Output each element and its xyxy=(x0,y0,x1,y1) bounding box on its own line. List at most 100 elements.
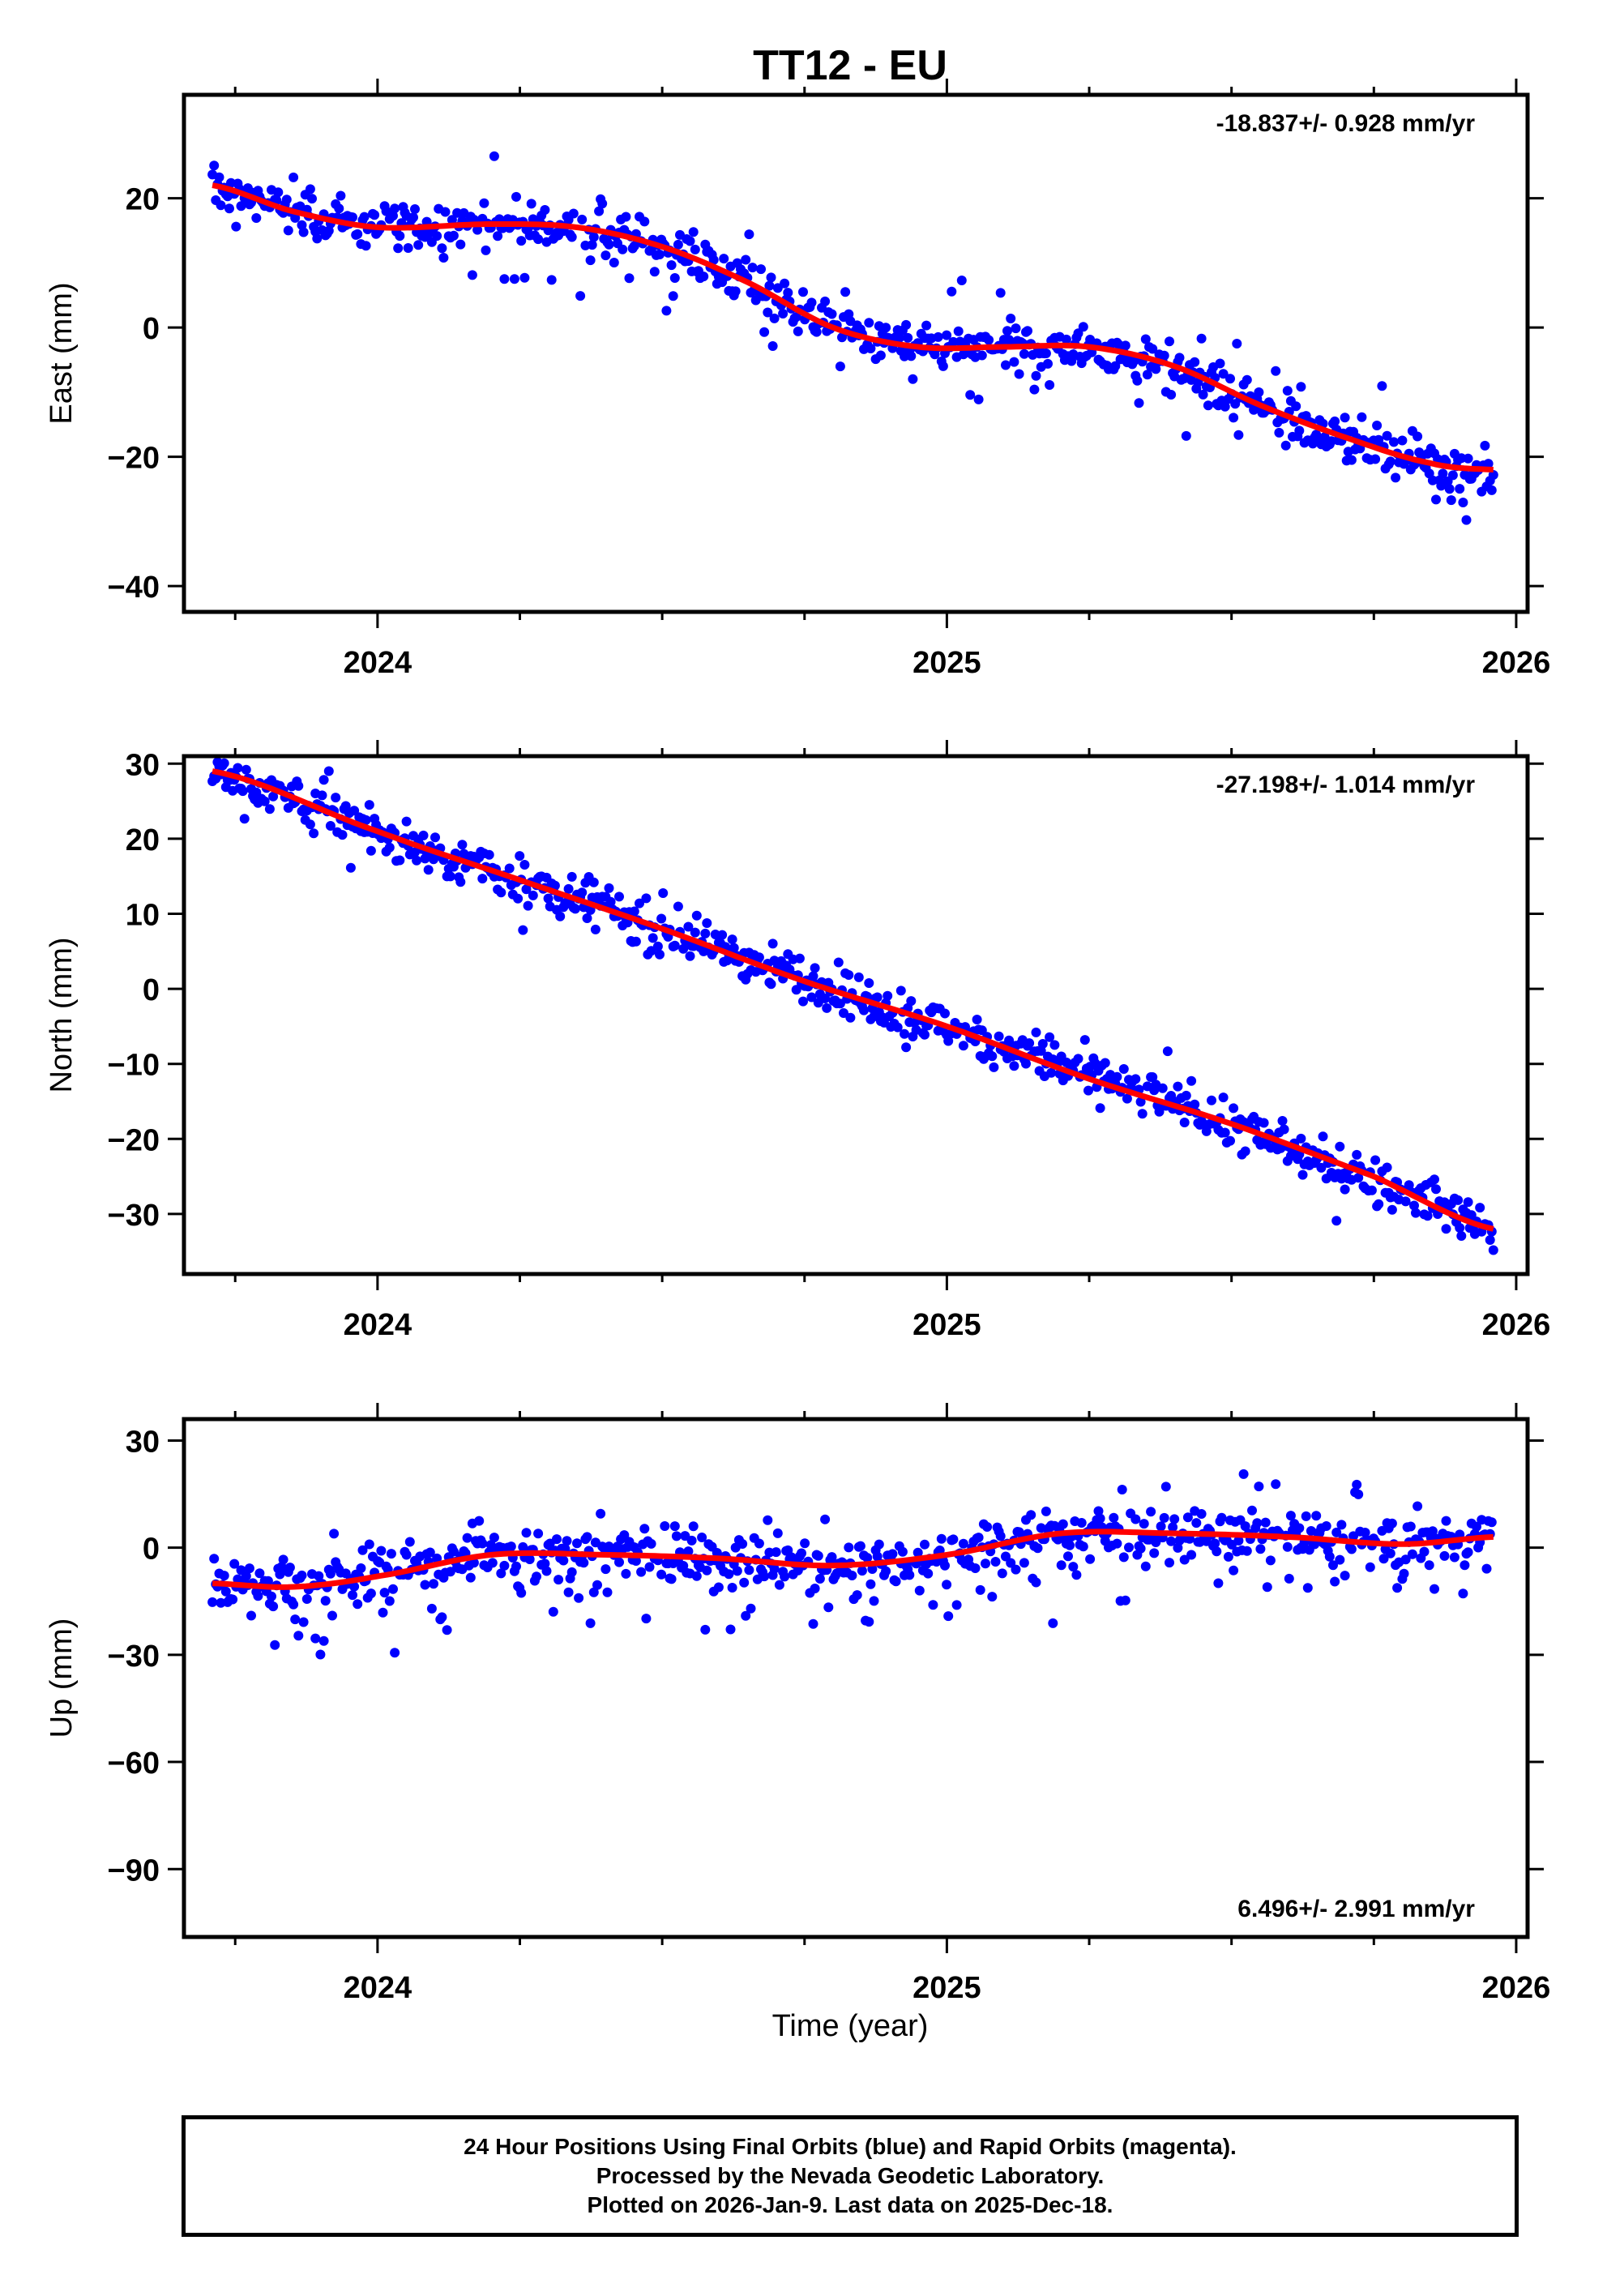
data-point xyxy=(241,764,251,775)
data-point xyxy=(855,1541,865,1551)
data-point xyxy=(1455,1223,1465,1233)
data-point xyxy=(669,940,680,951)
data-point xyxy=(379,1588,390,1598)
data-point xyxy=(1372,421,1383,430)
data-point xyxy=(388,1584,398,1594)
data-point xyxy=(646,1538,656,1549)
data-point xyxy=(597,199,608,209)
data-point xyxy=(1043,358,1053,369)
data-point xyxy=(290,1614,301,1625)
data-point xyxy=(1324,1551,1335,1562)
data-point xyxy=(673,901,683,912)
velocity-label: -27.198+/- 1.014 mm/yr xyxy=(1216,772,1476,798)
data-point xyxy=(336,190,346,201)
data-point xyxy=(228,1594,238,1605)
data-point xyxy=(307,194,317,204)
data-point xyxy=(630,1556,641,1566)
data-point xyxy=(1365,1562,1375,1572)
data-point xyxy=(540,205,550,215)
data-point xyxy=(1212,1546,1222,1557)
y-tick-label: 0 xyxy=(143,312,160,346)
data-point xyxy=(895,986,906,996)
data-point xyxy=(496,1568,506,1579)
data-point xyxy=(1409,1200,1419,1211)
velocity-label: -18.837+/- 0.928 mm/yr xyxy=(1216,110,1476,137)
data-point xyxy=(845,1012,856,1023)
data-point xyxy=(1387,1518,1397,1529)
data-point xyxy=(447,215,457,225)
data-point xyxy=(1058,1519,1068,1529)
data-point xyxy=(579,1558,589,1568)
data-point xyxy=(1330,416,1340,426)
data-point xyxy=(329,1529,340,1539)
data-point xyxy=(365,1588,376,1599)
data-point xyxy=(1247,1505,1257,1516)
data-point xyxy=(273,187,284,198)
data-point xyxy=(655,949,665,960)
data-point xyxy=(1169,1514,1180,1524)
data-point xyxy=(619,1530,630,1541)
data-point xyxy=(739,1577,750,1588)
data-point xyxy=(413,240,424,250)
data-point xyxy=(288,1599,299,1610)
data-point xyxy=(686,1535,697,1546)
data-point xyxy=(1271,1479,1281,1490)
data-point xyxy=(920,1539,930,1550)
data-point xyxy=(1456,1231,1467,1241)
data-point xyxy=(862,1553,873,1563)
data-point xyxy=(448,230,459,241)
data-point xyxy=(940,1008,950,1019)
data-point xyxy=(440,207,451,217)
data-point xyxy=(1037,1039,1048,1049)
data-point xyxy=(767,341,778,351)
data-point xyxy=(881,1566,891,1576)
data-point xyxy=(1095,1103,1105,1114)
data-point xyxy=(970,1563,981,1573)
data-point xyxy=(1260,1517,1271,1528)
data-point xyxy=(813,1550,823,1561)
y-tick-label: −20 xyxy=(108,1123,160,1157)
y-axis-label: North (mm) xyxy=(45,937,79,1092)
data-point xyxy=(575,291,586,301)
data-point xyxy=(420,1580,430,1590)
data-point xyxy=(904,1570,915,1580)
data-point xyxy=(725,1624,736,1635)
data-point xyxy=(1463,1197,1473,1208)
data-point xyxy=(727,1583,737,1593)
data-point xyxy=(859,1005,869,1015)
data-point xyxy=(1186,1550,1197,1560)
data-point xyxy=(1045,380,1055,390)
data-point xyxy=(649,267,660,277)
data-point xyxy=(901,1042,912,1053)
data-point xyxy=(1118,1064,1129,1074)
data-point xyxy=(1360,1528,1370,1537)
data-point xyxy=(1449,1552,1460,1563)
data-point xyxy=(602,1587,613,1597)
data-point xyxy=(872,1551,883,1562)
data-point xyxy=(614,891,624,902)
data-point xyxy=(1285,1511,1296,1521)
data-point xyxy=(231,221,241,232)
data-point xyxy=(1004,1035,1015,1045)
data-point xyxy=(683,921,694,932)
data-point xyxy=(353,1599,363,1610)
data-point xyxy=(587,240,597,250)
data-point xyxy=(563,883,574,894)
data-point xyxy=(1166,390,1177,400)
data-point xyxy=(744,229,754,240)
y-tick-label: 30 xyxy=(126,1425,160,1459)
data-point xyxy=(808,1618,818,1629)
data-points-0 xyxy=(207,151,1498,525)
data-point xyxy=(844,970,854,980)
data-point xyxy=(1031,370,1041,381)
data-point xyxy=(741,1610,751,1621)
y-tick-label: −40 xyxy=(108,571,160,605)
data-point xyxy=(305,184,315,195)
data-point xyxy=(769,1563,780,1574)
data-point xyxy=(585,1618,596,1628)
chart-title: TT12 - EU xyxy=(753,42,947,89)
data-point xyxy=(493,231,503,242)
data-point xyxy=(1203,400,1213,411)
data-point xyxy=(1374,1199,1384,1209)
data-point xyxy=(1112,1071,1122,1082)
